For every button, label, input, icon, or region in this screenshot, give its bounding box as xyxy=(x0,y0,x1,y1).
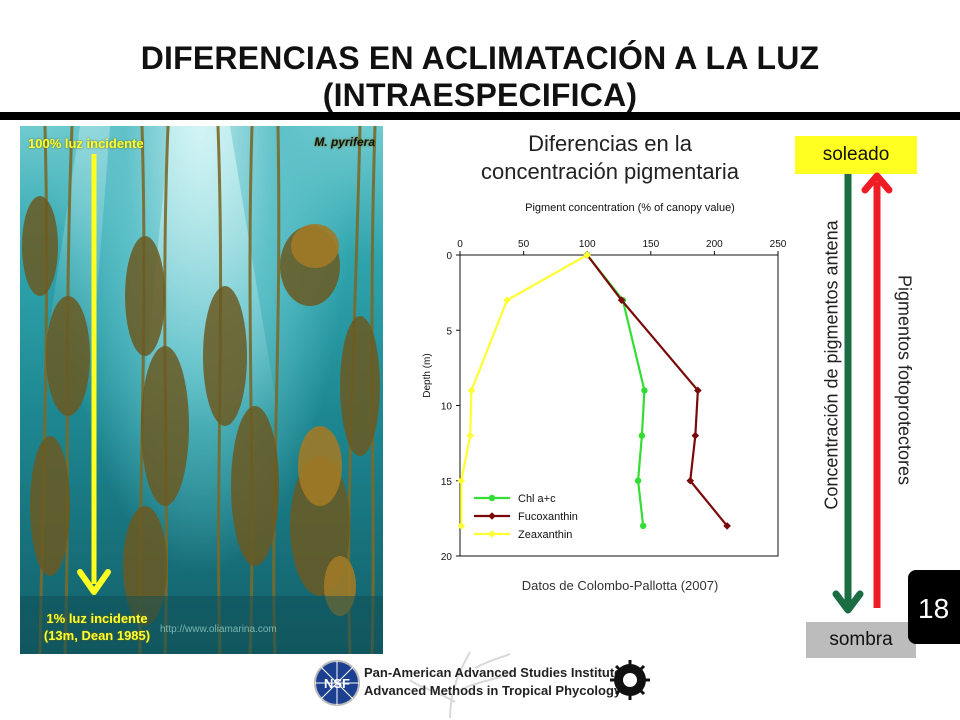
slide-number: 18 xyxy=(908,570,960,644)
slide-title: DIFERENCIAS EN ACLIMATACIÓN A LA LUZ (IN… xyxy=(140,40,820,113)
data-credit: Datos de Colombo-Pallotta (2007) xyxy=(521,578,719,593)
data-point xyxy=(503,296,511,304)
footer-decoration xyxy=(409,651,516,719)
x-tick-label: 200 xyxy=(706,239,723,250)
x-tick-label: 100 xyxy=(579,239,596,250)
nsf-logo: NSF xyxy=(314,660,360,706)
x-tick-label: 0 xyxy=(457,239,463,250)
title-divider xyxy=(0,112,960,120)
kelp-forest-photo: 100% luz incidente M. pyrifera 1% luz in… xyxy=(20,126,383,654)
data-point xyxy=(488,530,496,538)
data-point xyxy=(583,251,591,259)
soleado-badge: soleado xyxy=(795,136,917,174)
legend-label: Chl a+c xyxy=(518,493,556,505)
antenna-arrow-head xyxy=(832,590,864,614)
series-line-chl-a-c xyxy=(586,254,646,527)
data-point xyxy=(467,386,476,395)
chart-title-line2: concentración pigmentaria xyxy=(480,159,740,184)
data-point xyxy=(723,522,731,530)
photo-bottom-label: 1% luz incidente (13m, Dean 1985) xyxy=(32,610,162,644)
photo-watermark: http://www.oliamarina.com xyxy=(160,624,277,635)
x-tick-label: 150 xyxy=(642,239,659,250)
kelp-illustration xyxy=(20,126,383,654)
data-point xyxy=(638,432,646,439)
data-point xyxy=(634,477,642,484)
footer: NSF Pan-American Advanced Studies Instit… xyxy=(300,650,660,720)
y-tick-label: 15 xyxy=(441,477,453,488)
data-point xyxy=(691,431,700,440)
footer-line1: Pan-American Advanced Studies Institute xyxy=(364,665,622,680)
chart-title: Diferencias en la concentración pigmenta… xyxy=(430,130,790,186)
sombra-badge: sombra xyxy=(806,622,916,658)
chart-inner-title: Pigment concentration (% of canopy value… xyxy=(525,202,735,214)
photo-top-label: 100% luz incidente xyxy=(28,136,144,151)
data-point xyxy=(457,476,466,485)
y-tick-label: 10 xyxy=(441,402,453,413)
photoprotective-pigments-label: Pigmentos fotoprotectores xyxy=(894,274,915,486)
legend-label: Zeaxanthin xyxy=(518,529,572,541)
photo-bottom-label-line1: 1% luz incidente xyxy=(46,611,148,626)
data-point xyxy=(694,386,702,395)
photo-species-label: M. pyrifera xyxy=(314,135,375,149)
footer-line2: Advanced Methods in Tropical Phycology xyxy=(364,683,622,698)
data-point xyxy=(641,387,648,394)
y-axis-label: Depth (m) xyxy=(422,353,433,397)
nsf-logo-text: NSF xyxy=(324,676,350,691)
data-point xyxy=(639,522,647,530)
gradient-arrows xyxy=(832,172,893,614)
photoprotective-arrow-head xyxy=(861,172,893,194)
y-tick-label: 0 xyxy=(446,251,452,262)
series-line-fucoxanthin xyxy=(586,254,728,527)
data-point xyxy=(466,431,474,440)
chart-title-line1: Diferencias en la xyxy=(528,131,692,156)
data-point xyxy=(457,522,466,530)
pigment-chart: Pigment concentration (% of canopy value… xyxy=(422,202,787,563)
x-tick-label: 50 xyxy=(518,239,530,250)
legend-label: Fucoxanthin xyxy=(518,511,578,523)
data-point xyxy=(617,296,626,304)
x-tick-label: 250 xyxy=(770,239,787,250)
photo-bottom-label-line2: (13m, Dean 1985) xyxy=(43,628,151,643)
antenna-pigments-label: Concentración de pigmentos antena xyxy=(821,220,842,510)
y-tick-label: 20 xyxy=(441,552,453,563)
series-line-zeaxanthin xyxy=(460,254,588,526)
data-point xyxy=(686,476,695,485)
institute-logo xyxy=(610,660,650,700)
data-point xyxy=(488,494,496,502)
data-point xyxy=(488,512,496,520)
y-tick-label: 5 xyxy=(446,326,452,337)
